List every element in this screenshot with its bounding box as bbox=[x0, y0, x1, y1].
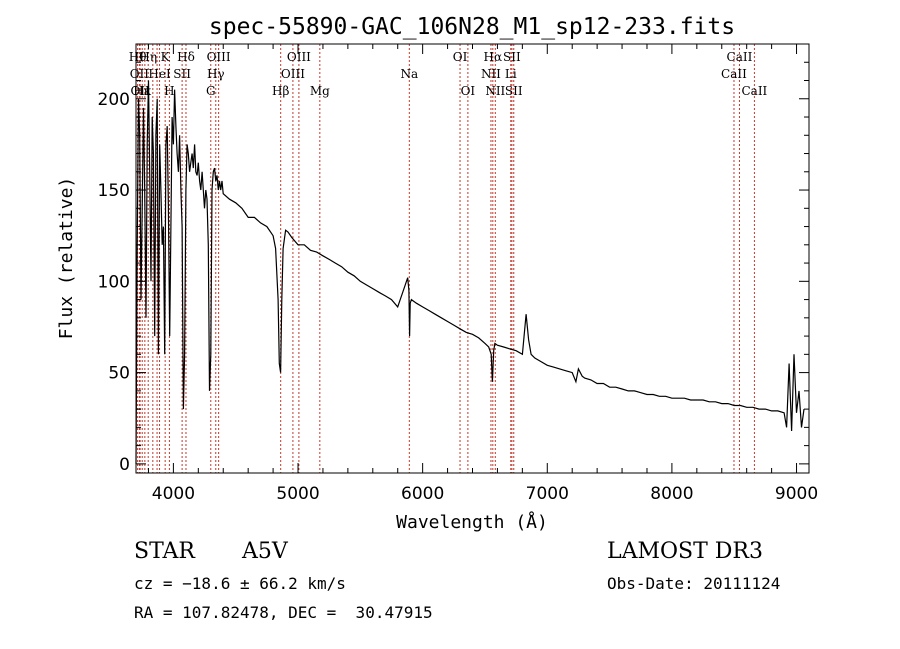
spectral-line-label: Hθ bbox=[129, 50, 147, 64]
spectral-line-label: SII bbox=[173, 67, 191, 81]
spectral-line-label: SII bbox=[505, 84, 523, 98]
spectral-line-label: NII bbox=[481, 67, 501, 81]
survey-name: LAMOST DR3 bbox=[607, 539, 763, 564]
y-tick-label: 200 bbox=[98, 90, 130, 110]
spectrum-line bbox=[135, 80, 805, 464]
spectral-line-label: OII bbox=[130, 67, 150, 81]
y-tick-label: 150 bbox=[98, 181, 130, 201]
x-axis-label: Wavelength (Å) bbox=[396, 511, 548, 533]
spectral-line-label: OIII bbox=[207, 50, 231, 64]
spectral-line-label: CaII bbox=[721, 67, 747, 81]
spectrum-plot: spec-55890-GAC_106N28_M1_sp12-233.fits H… bbox=[56, 14, 818, 533]
x-axis: 4000 5000 6000 7000 8000 9000 bbox=[147, 44, 818, 504]
spectral-line-labels: HθOIIOIIHκHηHeIKHSIIHδGHγOIIIHβOIIIOIIIM… bbox=[129, 50, 768, 98]
y-tick-label: 0 bbox=[119, 455, 130, 475]
x-tick-label: 7000 bbox=[526, 484, 569, 504]
spectral-line-label: HeI bbox=[148, 67, 171, 81]
spectral-line-label: Hη bbox=[139, 50, 157, 64]
spectral-line-label: Hβ bbox=[272, 84, 289, 98]
plot-frame bbox=[135, 43, 810, 474]
chart-title: spec-55890-GAC_106N28_M1_sp12-233.fits bbox=[209, 14, 735, 40]
y-tick-label: 100 bbox=[98, 272, 130, 292]
y-axis: 0 50 100 150 200 bbox=[98, 61, 809, 475]
x-tick-label: 9000 bbox=[775, 484, 818, 504]
spectral-line-label: Hκ bbox=[133, 84, 151, 98]
spectral-line-label: K bbox=[161, 50, 171, 64]
spectral-line-markers bbox=[137, 44, 755, 473]
spectral-line-label: Li bbox=[505, 67, 517, 81]
spectral-line-label: OIII bbox=[287, 50, 311, 64]
observation-date: Obs-Date: 20111124 bbox=[607, 574, 781, 593]
redshift-velocity: cz = −18.6 ± 66.2 km/s bbox=[134, 574, 346, 593]
spectral-line-label: SII bbox=[503, 50, 521, 64]
spectral-line-label: Hα bbox=[484, 50, 503, 64]
object-class: STAR bbox=[134, 539, 195, 564]
spectral-line-label: CaII bbox=[727, 50, 753, 64]
object-subclass: A5V bbox=[242, 539, 288, 564]
spectral-line-label: NII bbox=[485, 84, 505, 98]
spectral-line-label: OII bbox=[130, 84, 150, 98]
spectral-line-label: Mg bbox=[310, 84, 330, 98]
spectral-line-label: CaII bbox=[741, 84, 767, 98]
spectral-line-label: H bbox=[164, 84, 174, 98]
spectral-line-label: Hγ bbox=[207, 67, 225, 81]
coordinates: RA = 107.82478, DEC = 30.47915 bbox=[134, 603, 433, 622]
x-tick-label: 8000 bbox=[650, 484, 693, 504]
spectral-line-label: OI bbox=[461, 84, 476, 98]
x-tick-label: 5000 bbox=[276, 484, 319, 504]
spectral-line-label: Na bbox=[400, 67, 418, 81]
spectral-line-label: Hδ bbox=[177, 50, 195, 64]
spectral-line-label: OI bbox=[453, 50, 468, 64]
y-axis-label: Flux (relative) bbox=[56, 177, 77, 340]
spectral-line-label: G bbox=[206, 84, 216, 98]
spectral-line-label: OIII bbox=[281, 67, 305, 81]
y-tick-label: 50 bbox=[108, 364, 130, 384]
x-tick-label: 6000 bbox=[401, 484, 444, 504]
x-tick-label: 4000 bbox=[152, 484, 195, 504]
